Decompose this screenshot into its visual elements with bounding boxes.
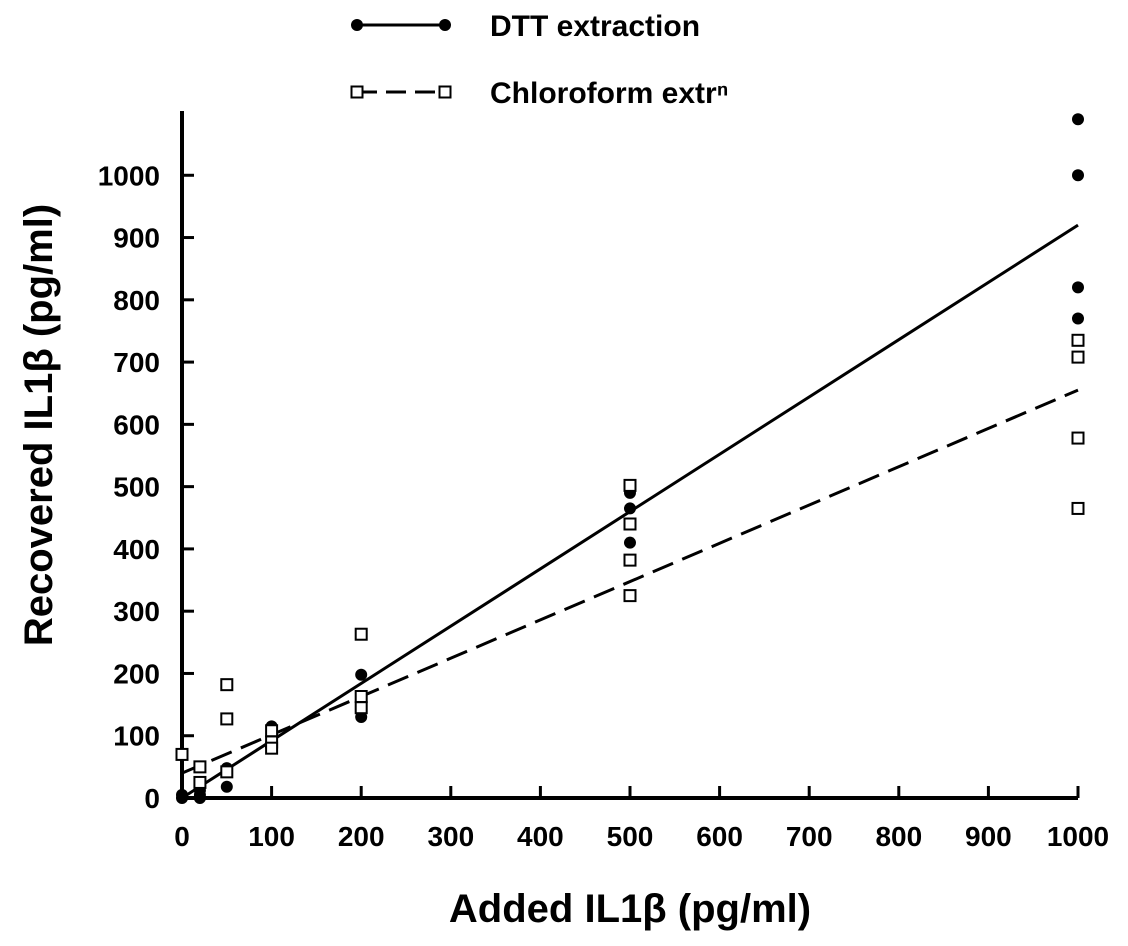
legend-marker-dtt [351, 19, 363, 31]
legend-label-dtt: DTT extraction [490, 10, 700, 43]
chloroform-point [1071, 350, 1085, 364]
y-tick-label: 400 [113, 534, 160, 565]
x-tick-label: 500 [607, 821, 654, 852]
dtt-point [220, 780, 233, 793]
x-tick-label: 600 [696, 821, 743, 852]
dtt-point [1072, 113, 1084, 126]
chloroform-point [220, 712, 234, 726]
chloroform-point [623, 589, 637, 603]
dtt-point [355, 668, 368, 681]
y-axis-title: Recovered IL1β (pg/ml) [17, 204, 61, 646]
chloroform-fit-line [181, 388, 1079, 775]
y-tick-label: 100 [113, 721, 160, 752]
chloroform-point [623, 517, 637, 531]
dtt-point [624, 536, 636, 549]
legend: DTT extraction Chloroform extrⁿ [350, 10, 729, 110]
chloroform-point [220, 678, 234, 692]
dtt-point [1072, 281, 1084, 294]
y-tick-label: 900 [113, 223, 160, 254]
x-axis-title: Added IL1β (pg/ml) [449, 887, 811, 931]
dtt-point [193, 792, 206, 804]
x-tick-label: 900 [965, 821, 1012, 852]
legend-label-chloroform: Chloroform extrⁿ [490, 77, 729, 110]
chloroform-point [1071, 333, 1085, 347]
chloroform-point [1071, 501, 1085, 515]
y-tick-label: 1000 [98, 160, 160, 191]
chloroform-point [193, 775, 207, 789]
y-tick-label: 500 [113, 472, 160, 503]
x-tick-label: 800 [875, 821, 922, 852]
chloroform-point [354, 701, 368, 715]
axes: 0 100 200 300 400 500 600 700 800 900 1000 0 100 200 3… [98, 111, 1109, 852]
x-tick-label: 200 [338, 821, 385, 852]
chloroform-point [1071, 431, 1085, 445]
dtt-point [624, 502, 636, 515]
legend-marker-dtt [439, 19, 451, 31]
y-tick-label: 200 [113, 658, 160, 689]
dtt-point [176, 788, 188, 801]
chloroform-point [175, 747, 189, 761]
legend-marker-chloroform [438, 85, 452, 99]
y-tick-label: 800 [113, 285, 160, 316]
x-tick-label: 400 [517, 821, 564, 852]
dtt-point [1072, 312, 1084, 325]
y-tick-label: 0 [144, 783, 160, 814]
x-tick-label: 700 [786, 821, 833, 852]
y-tick-label: 600 [113, 409, 160, 440]
chloroform-point [193, 760, 207, 774]
chloroform-point [623, 478, 637, 492]
y-tick-label: 300 [113, 596, 160, 627]
x-tick-label: 300 [427, 821, 474, 852]
x-tick-label: 100 [248, 821, 295, 852]
chloroform-point [354, 627, 368, 641]
x-tick-label: 1000 [1047, 821, 1109, 852]
y-tick-label: 700 [113, 347, 160, 378]
chloroform-point [265, 724, 279, 738]
chloroform-point [220, 765, 234, 779]
legend-marker-chloroform [350, 85, 364, 99]
chloroform-point [265, 741, 279, 755]
data-markers [175, 113, 1085, 804]
dtt-point [1072, 169, 1084, 182]
chloroform-point [354, 689, 368, 703]
x-tick-label: 0 [174, 821, 190, 852]
chloroform-point [623, 553, 637, 567]
